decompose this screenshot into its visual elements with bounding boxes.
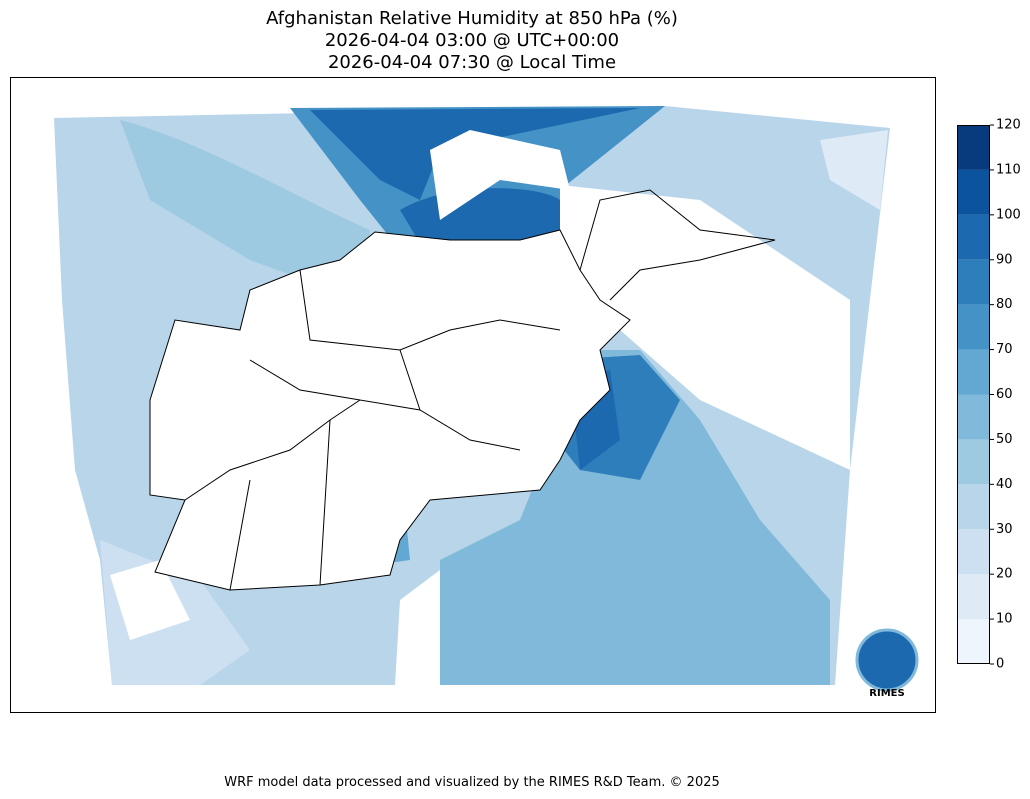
colorbar-segment	[957, 394, 990, 440]
colorbar-tick-label: 30	[996, 522, 1013, 537]
title-line: 2026-04-04 03:00 @ UTC+00:00	[325, 30, 619, 51]
colorbar-tick-label: 60	[996, 387, 1013, 402]
country-boundaries	[149, 189, 776, 591]
colorbar-segment	[957, 214, 990, 260]
colorbar-segment	[957, 484, 990, 530]
colorbar-tick-label: 110	[996, 162, 1021, 177]
footer-credit: WRF model data processed and visualized …	[224, 775, 720, 790]
colorbar-segment	[957, 125, 990, 170]
title-line: 2026-04-04 07:30 @ Local Time	[328, 52, 616, 73]
colorbar-tick-label: 90	[996, 252, 1013, 267]
colorbar-segment	[957, 439, 990, 485]
colorbar-tick-label: 80	[996, 297, 1013, 312]
colorbar-tick-label: 40	[996, 477, 1013, 492]
logo-text: RIMES	[869, 688, 904, 699]
colorbar-segment	[957, 169, 990, 215]
colorbar-segment	[957, 529, 990, 575]
colorbar-frame	[957, 125, 990, 664]
colorbar-tick-label: 50	[996, 432, 1013, 447]
colorbar-segment	[957, 304, 990, 350]
logo: RIMES	[855, 628, 919, 699]
colorbar-segment	[957, 259, 990, 305]
colorbar-tick-label: 20	[996, 567, 1013, 582]
colorbar-tick-label: 120	[996, 118, 1021, 133]
title-line: Afghanistan Relative Humidity at 850 hPa…	[266, 8, 678, 29]
colorbar: 0 10 20 30 40 50 60 70 80 90 100 110 120	[957, 118, 1021, 672]
colorbar-tick-label: 100	[996, 207, 1021, 222]
colorbar-tick-label: 10	[996, 612, 1013, 627]
colorbar-tick-label: 70	[996, 342, 1013, 357]
colorbar-segment	[957, 619, 990, 664]
colorbar-tick-label: 0	[996, 657, 1004, 672]
colorbar-segment	[957, 574, 990, 620]
title: Afghanistan Relative Humidity at 850 hPa…	[266, 8, 678, 73]
colorbar-segment	[957, 349, 990, 395]
